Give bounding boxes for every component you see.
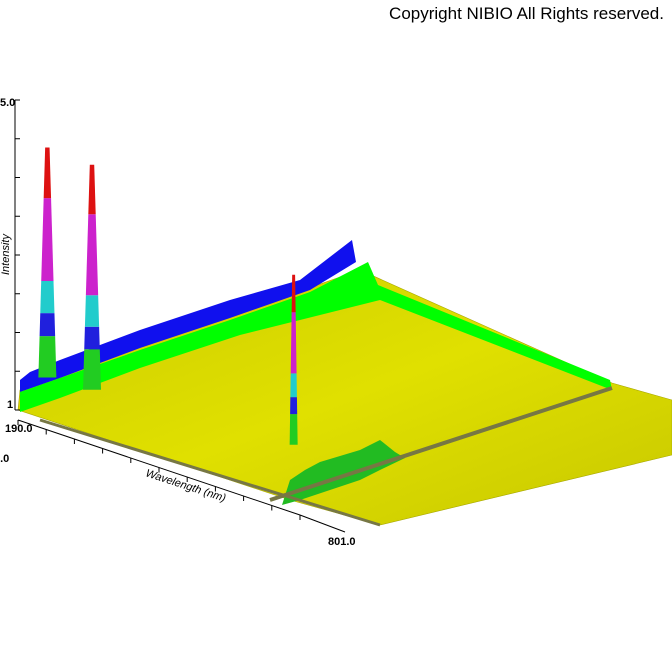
x-tick-label-start: 190.0 — [5, 423, 33, 435]
peak-3-band-5 — [291, 274, 296, 313]
peak-1-band-3 — [40, 280, 55, 314]
peak-1-band-4 — [41, 198, 54, 281]
x-tick-label-end: 801.0 — [328, 536, 356, 548]
x-axis-ticks — [17, 420, 301, 520]
peak-2-band-1 — [83, 349, 102, 390]
peak-3-band-4 — [290, 312, 297, 374]
peak-3-band-2 — [290, 397, 298, 415]
front-noise — [282, 440, 405, 505]
z-tick-label-top: 5.0 — [0, 97, 15, 109]
peaks-group — [38, 147, 298, 445]
floor-line — [269, 386, 613, 502]
green-ridge — [20, 262, 612, 412]
back-ridge — [20, 240, 356, 392]
peak-2-band-2 — [84, 326, 100, 350]
copyright-text: Copyright NIBIO All Rights reserved. — [389, 4, 664, 23]
peak-3-band-3 — [290, 373, 297, 398]
peak-3-band-1 — [289, 414, 298, 445]
peak-2-band-3 — [84, 295, 100, 327]
peak-2-band-5 — [88, 164, 96, 215]
z-axis-title: Intensity — [0, 233, 12, 275]
z-tick-label-bottom: 1 — [7, 399, 13, 411]
floor-line-2 — [39, 418, 381, 527]
depth-tick-label: 5.0 — [0, 453, 9, 465]
peak-2-band-4 — [85, 214, 99, 296]
peak-1-band-2 — [39, 313, 56, 337]
peak-1-band-1 — [38, 336, 57, 378]
peak-1-band-5 — [43, 147, 52, 199]
x-axis-end — [299, 514, 346, 533]
z-axis-ticks — [15, 99, 20, 411]
